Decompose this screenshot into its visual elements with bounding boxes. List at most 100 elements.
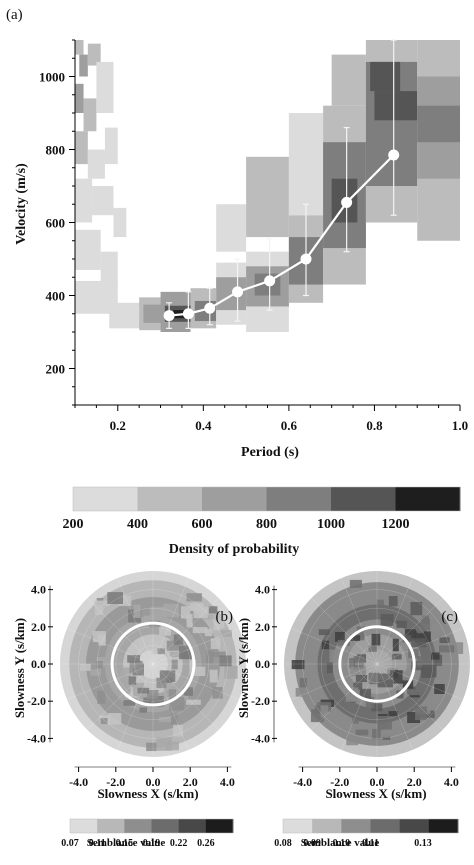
semblance-cell (368, 645, 378, 652)
density-cell (75, 178, 93, 223)
panel-b-label: (b) (216, 609, 234, 625)
density-cells (75, 40, 460, 332)
x-tick-label: 0.2 (110, 418, 126, 433)
density-cell (109, 302, 144, 329)
semblance-cell (439, 645, 455, 653)
density-cell (370, 61, 401, 92)
colorbar-tick-label: 0.11 (362, 838, 379, 849)
data-point (232, 286, 244, 298)
grid-spoke (87, 598, 154, 665)
density-colorbar-label: Density of probability (169, 542, 299, 557)
semblance-cell (372, 728, 381, 740)
semblance-cell (163, 683, 179, 692)
y-tick-label: -2.0 (27, 694, 46, 708)
colorbar-tick-label: 200 (63, 517, 84, 532)
panel-c-colorbar: 0.08 0.09 0.10 0.11 0.13 (274, 818, 459, 849)
semblance-cell (314, 704, 323, 713)
panel-c-colorbar-label: Semblance value (301, 837, 380, 849)
semblance-cell (318, 629, 330, 636)
semblance-cell (159, 716, 174, 723)
semblance-cell (411, 638, 426, 648)
grid-spoke (117, 578, 154, 665)
colorbar-tick-label: 600 (192, 517, 213, 532)
semblance-cell (404, 629, 416, 641)
x-tick-label: 2.0 (183, 775, 198, 789)
semblance-cell (166, 640, 180, 651)
colorbar-tick-label: 0.09 (303, 838, 321, 849)
panel-b-slowness-map: 4.0 2.0 0.0 -2.0 -4.0 -4.0 -2.0 0.0 2.0 4.0 (27, 571, 246, 789)
slowness-circle (338, 625, 416, 703)
semblance-cell (329, 649, 337, 663)
colorbar-swatch (266, 487, 332, 511)
data-point (163, 310, 175, 322)
semblance-cell (371, 703, 383, 712)
grid-spoke (87, 663, 154, 730)
semblance-cell (171, 659, 178, 670)
x-tick-label: -4.0 (69, 775, 88, 789)
semblance-cell (189, 666, 206, 677)
semblance-cell (416, 656, 432, 667)
colorbar-tick-label: 1200 (382, 517, 410, 532)
semblance-cell (388, 711, 398, 717)
colorbar-tick-label: 1000 (317, 517, 345, 532)
semblance-cell (319, 663, 327, 671)
semblance-cell (377, 716, 392, 730)
density-cell (75, 40, 84, 55)
colorbar-tick-label: 0.15 (116, 838, 134, 849)
semblance-cell (193, 606, 208, 619)
colorbar-tick-label: 0.08 (274, 838, 292, 849)
panel-c-slowness-map: 4.0 2.0 0.0 -2.0 -4.0 -4.0 -2.0 0.0 2.0 4.0 (251, 571, 470, 789)
semblance-cell (213, 619, 221, 631)
colorbar-swatch (395, 487, 461, 511)
x-tick-label: 0.4 (195, 418, 212, 433)
grid-spoke (152, 598, 219, 665)
semblance-cell (192, 627, 208, 634)
semblance-cell (224, 665, 238, 679)
semblance-cell (94, 600, 110, 606)
semblance-cell (100, 718, 108, 725)
semblance-cell (147, 638, 155, 651)
semblance-cell (173, 724, 184, 737)
semblance-cell (376, 599, 385, 607)
panel-c-x-axis-label: Slowness X (s/km) (325, 786, 426, 801)
semblance-cell (123, 700, 136, 706)
semblance-cell (186, 699, 201, 705)
density-cell (288, 113, 324, 216)
grid-spoke (67, 628, 154, 665)
grid-spoke (376, 663, 443, 730)
semblance-cell (355, 729, 369, 736)
colorbar-frame (282, 818, 459, 834)
y-tick-label: -2.0 (251, 694, 270, 708)
density-cell (143, 304, 165, 323)
colorbar-tick-label: 0.13 (414, 838, 432, 849)
y-tick-label: 800 (46, 143, 66, 158)
semblance-cell (157, 648, 166, 655)
semblance-cell (356, 626, 365, 641)
semblance-cell (321, 640, 330, 650)
grid-spoke (152, 663, 219, 730)
semblance-cell (169, 651, 182, 658)
density-cell (100, 251, 118, 285)
semblance-cell (407, 689, 422, 696)
semblance-cell (434, 654, 443, 666)
semblance-cell (350, 635, 361, 641)
semblance-cell (299, 677, 307, 688)
y-axis-label: Velocity (m/s) (14, 163, 29, 245)
colorbar-swatch (283, 819, 313, 833)
semblance-cell (156, 677, 167, 689)
grid-spoke (376, 628, 463, 665)
semblance-cell (393, 670, 404, 684)
y-tick-label: 400 (46, 289, 66, 304)
semblance-cell (378, 673, 391, 680)
colorbar-swatch (124, 819, 152, 833)
density-cell (216, 204, 247, 252)
colorbar-frame (69, 818, 234, 834)
semblance-cell (355, 674, 368, 683)
colorbar-tick-label: 0.10 (333, 838, 351, 849)
x-tick-label: -2.0 (106, 775, 125, 789)
semblance-cell (345, 689, 362, 702)
panel-a-period-velocity: (a) 0.2 0.4 0.6 0.8 1.0 200 400 600 800 1000 Peri… (6, 7, 468, 460)
panel-b-y-axis-label: Slowness Y (s/km) (12, 618, 27, 718)
semblance-cell (206, 650, 214, 664)
